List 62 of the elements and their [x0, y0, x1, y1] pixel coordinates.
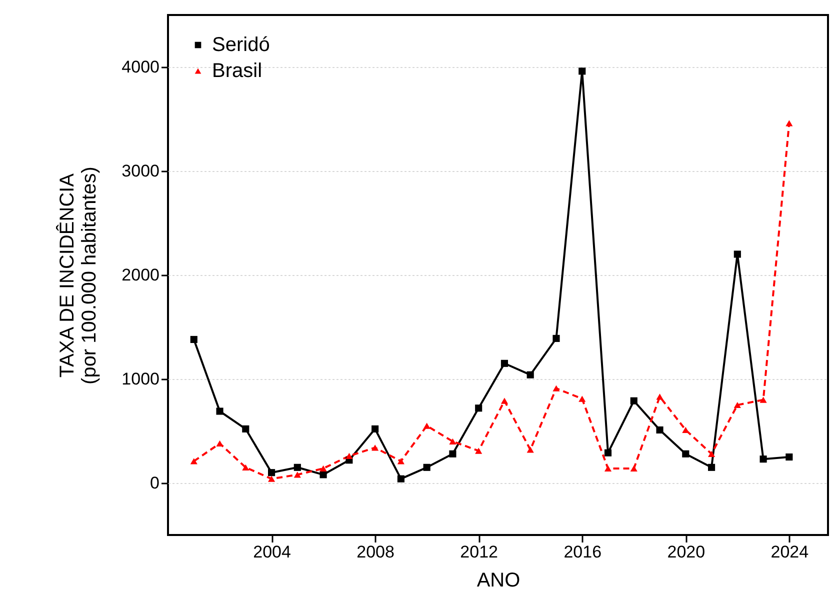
- point: [526, 371, 534, 378]
- point: [372, 425, 379, 432]
- y-tick-label: 1000: [122, 370, 160, 388]
- point: [734, 250, 741, 258]
- point: [475, 404, 482, 412]
- legend-label: Brasil: [212, 60, 262, 82]
- point: [320, 465, 327, 472]
- point: [423, 422, 430, 429]
- x-tick-label: 2020: [667, 542, 706, 562]
- point: [294, 472, 301, 478]
- point: [656, 394, 664, 400]
- point: [786, 120, 793, 126]
- x-tick-label: 2012: [460, 542, 498, 562]
- point: [552, 334, 560, 342]
- point: [268, 469, 276, 476]
- point: [294, 464, 301, 471]
- y-tick-label: 3000: [122, 162, 160, 180]
- x-axis-title: ANO: [476, 570, 520, 592]
- point: [242, 425, 250, 432]
- point: [604, 449, 612, 456]
- x-tick-label: 2004: [253, 542, 291, 562]
- point: [526, 446, 534, 453]
- point: [500, 360, 508, 367]
- point: [708, 450, 716, 457]
- point: [242, 464, 250, 470]
- point: [786, 453, 793, 461]
- point: [216, 408, 224, 415]
- point: [578, 396, 586, 402]
- point: [604, 465, 612, 472]
- x-tick-label: 2008: [356, 542, 394, 562]
- point: [552, 385, 560, 392]
- point: [190, 336, 198, 344]
- point: [449, 438, 456, 444]
- y-tick-label: 0: [150, 474, 160, 492]
- point: [630, 397, 638, 404]
- y-tick-label: 4000: [122, 58, 160, 76]
- point: [320, 471, 327, 478]
- point: [397, 458, 404, 464]
- point: [500, 398, 508, 404]
- point: [190, 458, 198, 464]
- point: [268, 476, 276, 482]
- point: [760, 456, 767, 463]
- point: [630, 465, 638, 472]
- legend-label: Seridó: [212, 34, 270, 56]
- x-tick-label: 2024: [770, 542, 809, 562]
- point: [475, 448, 482, 454]
- point: [372, 444, 379, 451]
- point: [656, 426, 664, 434]
- point: [708, 464, 716, 471]
- y-tick-label: 2000: [122, 266, 160, 284]
- x-tick-label: 2016: [564, 542, 602, 562]
- point: [734, 402, 741, 408]
- point: [578, 68, 586, 75]
- y-axis-title: TAXA DE INCIDÊNCIA (por 100.000 habitantes): [56, 166, 101, 384]
- point: [682, 426, 690, 434]
- point: [423, 464, 430, 471]
- point: [682, 450, 690, 458]
- point: [760, 396, 767, 403]
- point: [216, 440, 224, 447]
- point: [397, 475, 404, 482]
- point: [346, 452, 353, 460]
- point: [449, 450, 456, 458]
